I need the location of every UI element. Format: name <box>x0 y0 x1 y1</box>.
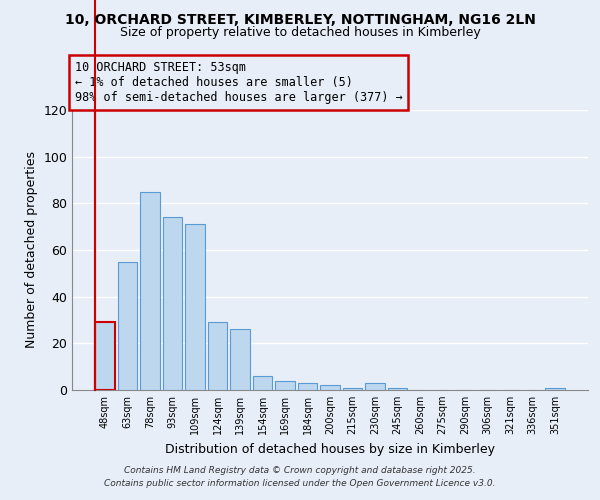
Bar <box>163 218 182 390</box>
Bar <box>365 383 385 390</box>
Bar <box>298 383 317 390</box>
Text: 10 ORCHARD STREET: 53sqm
← 1% of detached houses are smaller (5)
98% of semi-det: 10 ORCHARD STREET: 53sqm ← 1% of detache… <box>74 62 403 104</box>
Bar <box>343 388 362 390</box>
Bar <box>208 322 227 390</box>
Bar <box>388 388 407 390</box>
Bar <box>140 192 160 390</box>
Text: Size of property relative to detached houses in Kimberley: Size of property relative to detached ho… <box>119 26 481 39</box>
Bar <box>320 386 340 390</box>
Y-axis label: Number of detached properties: Number of detached properties <box>25 152 38 348</box>
Text: Contains HM Land Registry data © Crown copyright and database right 2025.
Contai: Contains HM Land Registry data © Crown c… <box>104 466 496 487</box>
Bar <box>275 380 295 390</box>
Bar <box>253 376 272 390</box>
Bar <box>185 224 205 390</box>
Text: 10, ORCHARD STREET, KIMBERLEY, NOTTINGHAM, NG16 2LN: 10, ORCHARD STREET, KIMBERLEY, NOTTINGHA… <box>65 12 535 26</box>
Bar <box>230 330 250 390</box>
Bar <box>545 388 565 390</box>
Bar <box>118 262 137 390</box>
Bar <box>95 322 115 390</box>
X-axis label: Distribution of detached houses by size in Kimberley: Distribution of detached houses by size … <box>165 442 495 456</box>
